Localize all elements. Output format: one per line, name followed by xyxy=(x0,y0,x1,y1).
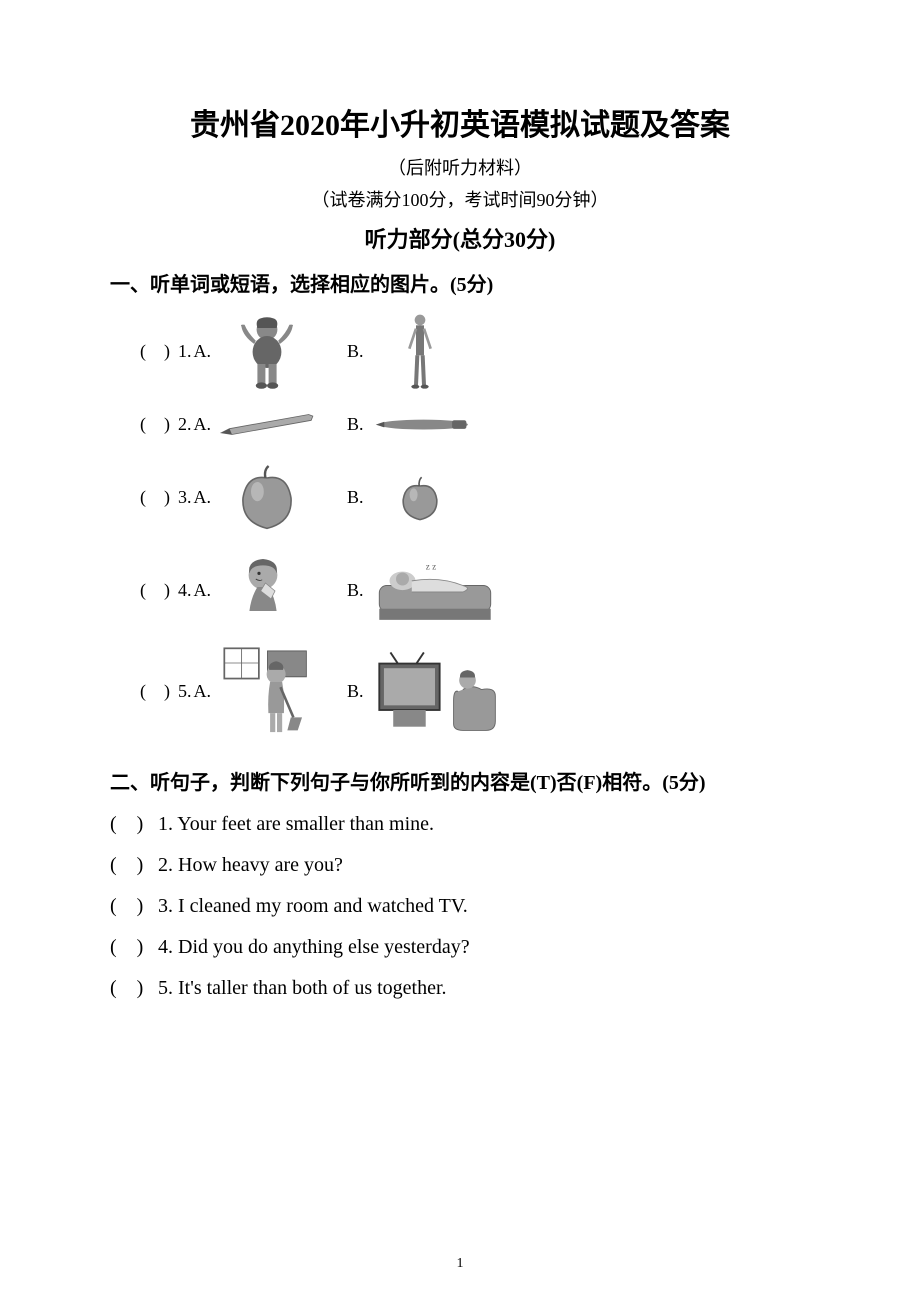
subtitle-2: （试卷满分100分，考试时间90分钟） xyxy=(110,186,810,212)
pen-icon xyxy=(370,405,470,445)
paren: ( ) xyxy=(140,414,170,435)
opt-a-label: A. xyxy=(194,341,212,362)
opt-a-label: A. xyxy=(194,681,212,702)
svg-text:z z: z z xyxy=(425,563,436,573)
s2-q5: ( ) 5. It's taller than both of us toget… xyxy=(110,977,810,1000)
section1-instruction: 一、听单词或短语，选择相应的图片。(5分) xyxy=(110,268,810,297)
man-thin-icon xyxy=(370,312,470,392)
opt-b-label: B. xyxy=(347,341,364,362)
opt-a-label: A. xyxy=(194,414,212,435)
sleep-bed-icon: z z xyxy=(370,551,500,631)
watch-tv-icon xyxy=(370,644,500,739)
paren: ( ) xyxy=(140,341,170,362)
q1-row: ( ) 1. A. B. xyxy=(140,309,810,394)
girl-sneeze-icon xyxy=(217,551,317,631)
opt-b-label: B. xyxy=(347,414,364,435)
s2-q2: ( ) 2. How heavy are you? xyxy=(110,854,810,877)
paren: ( ) xyxy=(140,681,170,702)
section2-instruction: 二、听句子，判断下列句子与你所听到的内容是(T)否(F)相符。(5分) xyxy=(110,766,810,795)
q-num: 2. xyxy=(178,414,192,435)
q3-row: ( ) 3. A. B. xyxy=(140,455,810,540)
s2-q1: ( ) 1. Your feet are smaller than mine. xyxy=(110,813,810,836)
q-num: 1. xyxy=(178,341,192,362)
subtitle-1: （后附听力材料） xyxy=(110,154,810,180)
listening-header: 听力部分(总分30分) xyxy=(110,222,810,254)
opt-b-label: B. xyxy=(347,487,364,508)
s2-q3: ( ) 3. I cleaned my room and watched TV. xyxy=(110,895,810,918)
page-number: 1 xyxy=(457,1256,464,1272)
q2-row: ( ) 2. A. B. xyxy=(140,402,810,447)
page-title: 贵州省2020年小升初英语模拟试题及答案 xyxy=(110,100,810,144)
opt-a-label: A. xyxy=(194,580,212,601)
s2-q4: ( ) 4. Did you do anything else yesterda… xyxy=(110,936,810,959)
apple-small-icon xyxy=(370,458,470,538)
q5-row: ( ) 5. A. B. xyxy=(140,641,810,741)
opt-b-label: B. xyxy=(347,580,364,601)
q-num: 3. xyxy=(178,487,192,508)
opt-a-label: A. xyxy=(194,487,212,508)
opt-b-label: B. xyxy=(347,681,364,702)
pencil-icon xyxy=(217,405,317,445)
paren: ( ) xyxy=(140,580,170,601)
q-num: 4. xyxy=(178,580,192,601)
apple-big-icon xyxy=(217,458,317,538)
clean-room-icon xyxy=(217,644,317,739)
q-num: 5. xyxy=(178,681,192,702)
boy-strong-icon xyxy=(217,312,317,392)
paren: ( ) xyxy=(140,487,170,508)
q4-row: ( ) 4. A. B. z z xyxy=(140,548,810,633)
